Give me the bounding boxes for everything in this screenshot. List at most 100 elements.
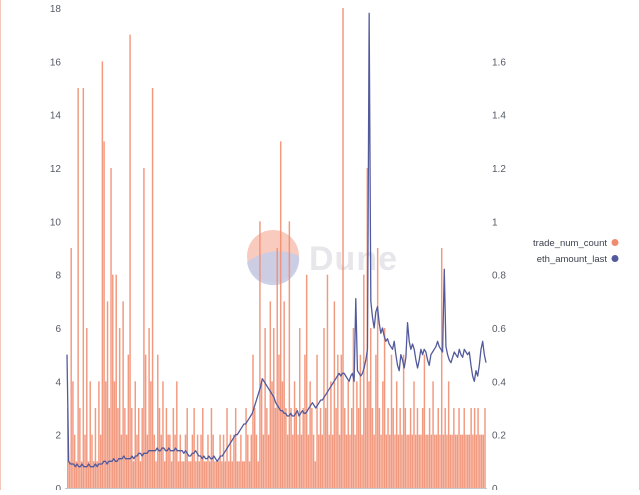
- left-axis-ticks: 0 2 4 6 8 10 12 14 16 18: [50, 4, 62, 495]
- bar-mark: [451, 434, 453, 488]
- bar-mark: [153, 434, 156, 488]
- bar-mark: [281, 381, 284, 488]
- bar-mark: [186, 408, 188, 488]
- bar-mark: [456, 434, 459, 488]
- bar-mark: [397, 434, 400, 488]
- bar-mark: [389, 434, 391, 488]
- bar-mark: [376, 248, 379, 488]
- line-series-eth-amount-last: [66, 12, 487, 468]
- bar-mark: [160, 434, 162, 488]
- bar-mark: [207, 434, 209, 488]
- bar-mark: [120, 434, 123, 488]
- y-tick-label: 2: [55, 431, 61, 442]
- bar-mark: [404, 408, 407, 488]
- bar-mark: [222, 434, 225, 488]
- bar-mark: [141, 408, 143, 488]
- bar-mark: [293, 381, 296, 488]
- bar-mark: [170, 461, 173, 488]
- y-tick-label: 10: [50, 217, 62, 228]
- bar-mark: [305, 274, 308, 488]
- bar-mark: [101, 61, 104, 488]
- bar-mark: [162, 381, 164, 488]
- y2-tick-label: 0.4: [492, 377, 506, 388]
- bar-mark: [188, 461, 190, 488]
- bar-mark: [420, 434, 422, 488]
- bar-mark: [399, 408, 401, 488]
- bar-mark: [257, 461, 259, 488]
- bar-mark: [157, 354, 159, 488]
- bar-mark: [290, 408, 292, 488]
- bar-mark: [259, 221, 261, 488]
- bar-mark: [300, 434, 303, 488]
- bar-mark: [176, 381, 178, 488]
- bar-mark: [87, 461, 90, 488]
- legend-item-trade-num-count[interactable]: trade_num_count: [533, 238, 619, 249]
- y2-tick-label: 1.2: [492, 164, 506, 175]
- bar-mark: [401, 434, 403, 488]
- bar-mark: [68, 461, 71, 488]
- bar-mark: [125, 434, 128, 488]
- bar-mark: [98, 381, 100, 488]
- legend-item-eth-amount-last[interactable]: eth_amount_last: [537, 254, 619, 265]
- bar-mark: [240, 434, 242, 488]
- bar-mark: [421, 408, 424, 488]
- dune-watermark: Dune: [247, 230, 398, 286]
- bar-mark: [248, 461, 251, 488]
- bar-mark: [195, 461, 197, 488]
- bar-mark: [390, 354, 393, 488]
- bar-mark: [172, 408, 175, 488]
- y2-tick-label: 1: [492, 217, 498, 228]
- bar-mark: [406, 434, 408, 488]
- bar-mark: [312, 434, 315, 488]
- bar-mark: [352, 328, 355, 488]
- bar-mark: [354, 434, 356, 488]
- bar-mark: [94, 408, 97, 488]
- bar-mark: [80, 461, 83, 488]
- bar-mark: [359, 354, 362, 488]
- bar-mark: [203, 461, 206, 488]
- bar-mark: [479, 434, 481, 488]
- bar-mark: [92, 461, 95, 488]
- bar-mark: [378, 408, 381, 488]
- bar-mark: [250, 434, 252, 488]
- bar-mark: [86, 328, 88, 488]
- bar-mark: [482, 434, 485, 488]
- bar-mark: [73, 434, 76, 488]
- bar-mark: [238, 461, 240, 488]
- bar-mark: [324, 408, 327, 488]
- bar-mark: [118, 328, 121, 488]
- bar-mark: [179, 434, 182, 488]
- bar-mark: [191, 434, 194, 488]
- y2-tick-label: 0.2: [492, 431, 506, 442]
- bar-mark: [357, 408, 360, 488]
- bar-mark: [307, 434, 310, 488]
- bar-mark: [134, 381, 136, 488]
- bar-mark: [432, 381, 434, 488]
- bar-mark: [262, 434, 265, 488]
- bar-mark: [402, 354, 405, 488]
- bar-mark: [198, 461, 201, 488]
- bar-mark: [392, 408, 394, 488]
- y2-tick-label: 1.4: [492, 111, 506, 122]
- bar-mark: [117, 408, 119, 488]
- bar-mark: [122, 301, 124, 488]
- bar-mark: [70, 248, 72, 488]
- bar-mark: [89, 381, 91, 488]
- bar-mark: [466, 434, 469, 488]
- bar-mark: [375, 354, 377, 488]
- bar-mark: [99, 434, 102, 488]
- watermark-text: Dune: [309, 240, 398, 278]
- y-tick-label: 18: [50, 4, 62, 15]
- bar-mark: [425, 434, 427, 488]
- bar-mark: [345, 434, 348, 488]
- y-tick-label: 16: [50, 57, 62, 68]
- bar-mark: [318, 434, 320, 488]
- bar-mark: [155, 461, 157, 488]
- bar-mark: [440, 248, 443, 488]
- bar-mark: [331, 434, 334, 488]
- bar-mark: [253, 408, 256, 488]
- bar-mark: [169, 434, 171, 488]
- legend-label-trade-num-count: trade_num_count: [533, 238, 607, 249]
- bar-mark: [231, 461, 233, 488]
